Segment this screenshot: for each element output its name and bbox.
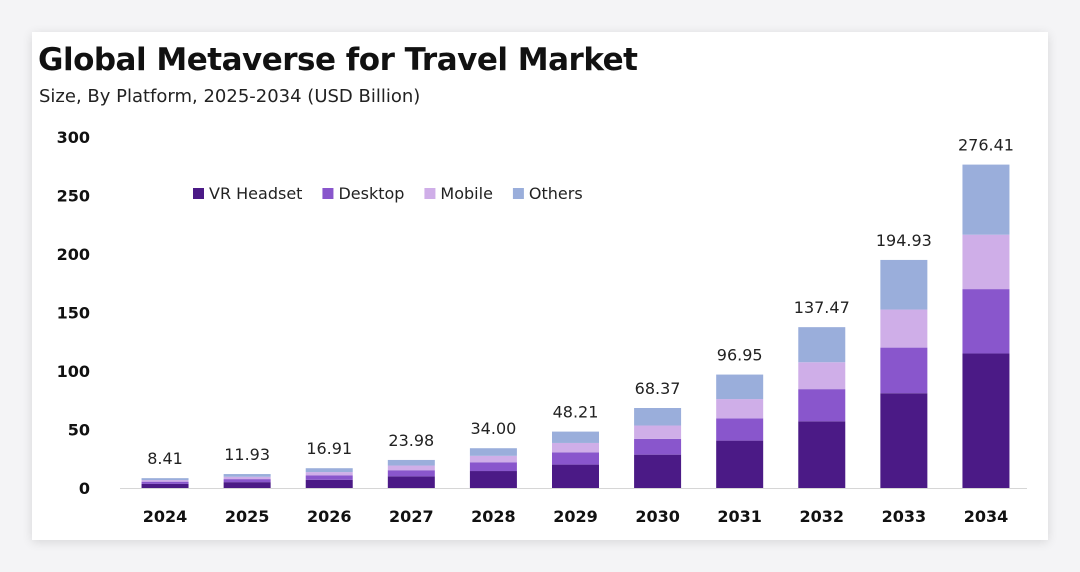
- y-tick-label: 300: [57, 128, 90, 147]
- x-tick-label-2034: 2034: [964, 507, 1009, 526]
- bar-segment-others-2026: [305, 468, 353, 473]
- bar-segment-mobile-2024: [141, 480, 189, 482]
- legend-swatch-vr-headset: [193, 188, 204, 199]
- bar-segment-vr-headset-2025: [223, 482, 271, 488]
- x-tick-label-2028: 2028: [471, 507, 516, 526]
- legend-label-desktop: Desktop: [338, 184, 404, 203]
- bar-segment-mobile-2028: [469, 455, 517, 463]
- y-tick-label: 50: [68, 421, 90, 440]
- bar-segment-desktop-2032: [798, 389, 846, 422]
- bar-segment-others-2027: [387, 459, 435, 466]
- bar-segment-vr-headset-2032: [798, 421, 846, 488]
- bar-segment-others-2031: [716, 374, 764, 400]
- bar-segment-vr-headset-2026: [305, 479, 353, 488]
- legend-label-mobile: Mobile: [440, 184, 492, 203]
- x-tick-label-2033: 2033: [882, 507, 927, 526]
- chart-title: Global Metaverse for Travel Market: [38, 42, 638, 78]
- bar-segment-desktop-2033: [880, 347, 928, 394]
- total-label-2034: 276.41: [958, 136, 1014, 155]
- bar-segment-desktop-2027: [387, 470, 435, 477]
- bar-segment-vr-headset-2033: [880, 393, 928, 488]
- bar-segment-mobile-2032: [798, 362, 846, 390]
- bar-segment-desktop-2034: [962, 289, 1010, 354]
- bar-segment-mobile-2034: [962, 234, 1010, 290]
- bar-segment-desktop-2031: [716, 418, 764, 441]
- bar-segment-others-2029: [552, 431, 599, 443]
- total-label-2027: 23.98: [388, 431, 434, 450]
- x-tick-label-2030: 2030: [635, 507, 680, 526]
- bar-segment-mobile-2033: [880, 309, 928, 348]
- bar-segment-others-2028: [469, 448, 517, 456]
- y-tick-label: 0: [79, 479, 90, 498]
- legend-label-vr-headset: VR Headset: [209, 184, 302, 203]
- bar-segment-mobile-2030: [634, 425, 682, 439]
- bar-segment-mobile-2026: [305, 472, 353, 476]
- x-tick-label-2026: 2026: [307, 507, 352, 526]
- bar-segment-desktop-2028: [469, 462, 517, 472]
- legend-swatch-mobile: [424, 188, 436, 199]
- bar-segment-mobile-2027: [387, 465, 435, 471]
- bar-segment-mobile-2031: [716, 399, 764, 419]
- bar-segment-mobile-2025: [223, 476, 271, 480]
- bar-segment-others-2030: [634, 408, 682, 426]
- x-tick-label-2024: 2024: [143, 507, 188, 526]
- bar-segment-vr-headset-2031: [716, 440, 764, 488]
- total-label-2026: 16.91: [306, 439, 352, 458]
- bar-segment-others-2025: [223, 474, 271, 477]
- chart-subtitle: Size, By Platform, 2025-2034 (USD Billio…: [39, 86, 421, 107]
- y-tick-label: 250: [57, 187, 90, 206]
- chart-card: Global Metaverse for Travel Market Size,…: [32, 32, 1048, 540]
- legend-swatch-others: [512, 188, 524, 199]
- bar-segment-mobile-2029: [552, 442, 599, 453]
- bar-segment-vr-headset-2034: [962, 353, 1010, 488]
- bar-segment-others-2032: [798, 327, 846, 363]
- bar-segment-vr-headset-2027: [387, 476, 435, 488]
- total-label-2030: 68.37: [635, 379, 681, 398]
- bar-segment-desktop-2029: [552, 452, 599, 465]
- total-label-2024: 8.41: [147, 449, 183, 468]
- total-label-2029: 48.21: [553, 403, 599, 422]
- y-tick-label: 100: [57, 362, 90, 381]
- total-label-2028: 34.00: [471, 419, 517, 438]
- bar-segment-vr-headset-2030: [634, 454, 682, 488]
- total-label-2025: 11.93: [224, 445, 270, 464]
- total-label-2032: 137.47: [794, 298, 850, 317]
- bar-segment-vr-headset-2028: [469, 471, 517, 488]
- total-label-2033: 194.93: [876, 231, 932, 250]
- bar-segment-others-2034: [962, 164, 1010, 235]
- bar-segment-desktop-2024: [141, 481, 189, 484]
- legend-swatch-desktop: [322, 188, 334, 199]
- stacked-bar-chart: 0 50 100 150 200 250 300 8.41 2024 11.93 2025 16.9…: [57, 128, 1027, 526]
- x-tick-label-2029: 2029: [553, 507, 598, 526]
- bar-segment-vr-headset-2029: [552, 464, 599, 488]
- x-tick-label-2027: 2027: [389, 507, 434, 526]
- legend-label-others: Others: [529, 184, 583, 203]
- bar-segment-desktop-2026: [305, 475, 353, 480]
- x-tick-label-2032: 2032: [800, 507, 845, 526]
- x-tick-label-2025: 2025: [225, 507, 270, 526]
- bar-segment-others-2024: [141, 478, 189, 481]
- y-tick-label: 200: [57, 245, 90, 264]
- total-label-2031: 96.95: [717, 346, 763, 365]
- x-tick-label-2031: 2031: [717, 507, 762, 526]
- bar-segment-desktop-2025: [223, 479, 271, 483]
- bar-segment-vr-headset-2024: [141, 483, 189, 488]
- bar-segment-others-2033: [880, 259, 928, 310]
- bar-segment-desktop-2030: [634, 438, 682, 455]
- y-tick-label: 150: [57, 304, 90, 323]
